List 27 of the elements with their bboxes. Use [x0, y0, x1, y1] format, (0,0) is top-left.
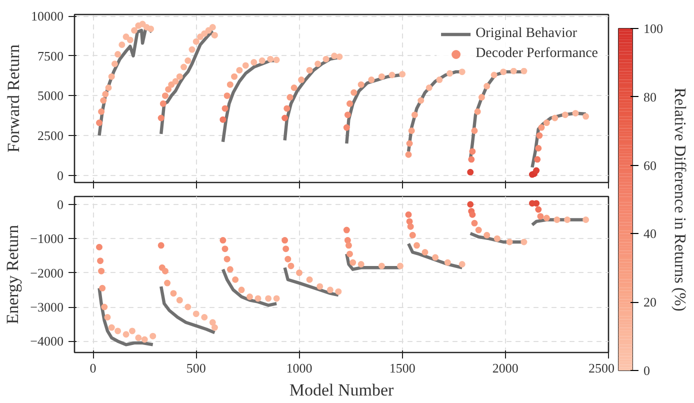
- y-tick-label: 0: [57, 196, 64, 212]
- x-tick-label: 1000: [286, 360, 312, 376]
- legend-label: Original Behavior: [476, 26, 578, 42]
- x-tick-label: 500: [186, 360, 206, 376]
- y-tick-label: 2500: [38, 128, 64, 144]
- x-tick-label: 2000: [492, 360, 518, 376]
- y-tick-label: 7500: [38, 48, 64, 64]
- x-axis-title: Model Number: [289, 380, 394, 400]
- y-tick-label: 0: [57, 168, 64, 183]
- y-tick-label: −4000: [30, 334, 64, 349]
- y-tick-label: 5000: [38, 88, 64, 104]
- color-bar-label: 40: [644, 226, 656, 242]
- y-tick-label: 10000: [31, 8, 64, 24]
- color-bar-label: 20: [644, 294, 656, 310]
- color-bar-title: Relative Difference in Returns (%): [671, 88, 688, 312]
- x-tick-label: 2500: [588, 360, 614, 376]
- y-tick-label: −1000: [30, 231, 64, 246]
- y-axis-title: Energy Return: [3, 224, 22, 324]
- color-bar-label: 60: [644, 158, 656, 173]
- x-tick-label: 0: [90, 360, 96, 376]
- x-tick-label: 1500: [389, 360, 416, 376]
- legend-label: Decoder Performance: [476, 46, 598, 62]
- y-tick-label: −2000: [30, 265, 64, 280]
- y-tick-label: −3000: [30, 300, 64, 314]
- color-bar-label: 80: [644, 89, 656, 104]
- y-axis-title: Forward Return: [4, 44, 23, 153]
- color-bar-label: 100: [644, 21, 663, 36]
